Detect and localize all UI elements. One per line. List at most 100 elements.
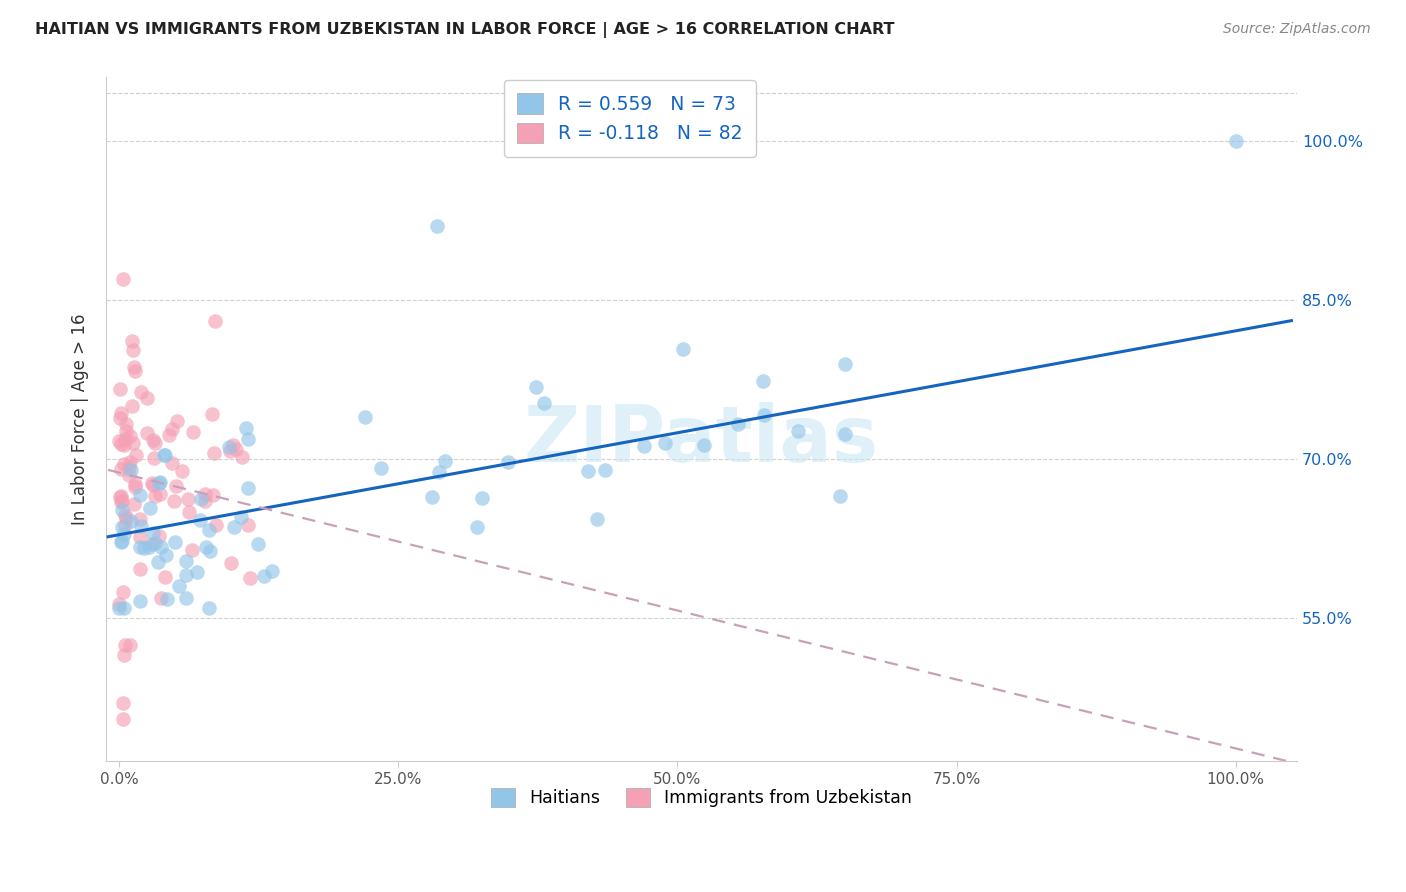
- Text: Source: ZipAtlas.com: Source: ZipAtlas.com: [1223, 22, 1371, 37]
- Point: [225, 442, 247, 456]
- Point: [149, 475, 172, 490]
- Point: [143, 490, 166, 504]
- Point: [834, 426, 856, 441]
- Point: [129, 594, 152, 608]
- Point: [122, 436, 145, 450]
- Point: [693, 438, 716, 452]
- Point: [129, 512, 152, 526]
- Point: [354, 409, 377, 424]
- Point: [124, 479, 146, 493]
- Point: [218, 440, 240, 454]
- Point: [121, 334, 143, 348]
- Point: [135, 425, 157, 440]
- Point: [128, 530, 150, 544]
- Point: [221, 556, 243, 570]
- Text: ZIPatlas: ZIPatlas: [524, 402, 879, 478]
- Point: [120, 463, 142, 477]
- Point: [174, 591, 197, 605]
- Point: [111, 712, 134, 726]
- Point: [110, 503, 132, 517]
- Point: [118, 460, 141, 475]
- Point: [174, 554, 197, 568]
- Point: [471, 491, 494, 506]
- Point: [155, 569, 177, 583]
- Point: [654, 435, 676, 450]
- Point: [586, 512, 609, 526]
- Point: [128, 541, 150, 555]
- Point: [114, 508, 136, 523]
- Point: [186, 566, 208, 580]
- Point: [165, 478, 187, 492]
- Point: [112, 458, 135, 472]
- Point: [142, 478, 165, 492]
- Point: [239, 571, 262, 585]
- Point: [138, 540, 160, 554]
- Legend: Haitians, Immigrants from Uzbekistan: Haitians, Immigrants from Uzbekistan: [484, 781, 920, 814]
- Point: [139, 500, 162, 515]
- Point: [1225, 134, 1247, 148]
- Point: [120, 514, 142, 528]
- Point: [727, 417, 749, 431]
- Point: [177, 491, 200, 506]
- Point: [165, 534, 187, 549]
- Point: [828, 489, 851, 503]
- Point: [146, 554, 169, 568]
- Point: [190, 491, 212, 506]
- Point: [122, 359, 145, 374]
- Point: [198, 523, 221, 537]
- Point: [253, 569, 276, 583]
- Point: [111, 272, 134, 286]
- Point: [110, 437, 132, 451]
- Point: [111, 585, 134, 599]
- Point: [420, 490, 443, 504]
- Point: [194, 494, 217, 508]
- Point: [110, 489, 132, 503]
- Point: [153, 448, 176, 462]
- Point: [114, 638, 136, 652]
- Point: [202, 446, 225, 460]
- Point: [533, 396, 555, 410]
- Point: [231, 450, 253, 465]
- Point: [204, 517, 226, 532]
- Point: [200, 544, 222, 558]
- Point: [148, 529, 170, 543]
- Point: [118, 468, 141, 483]
- Point: [162, 456, 184, 470]
- Point: [201, 407, 224, 421]
- Point: [121, 399, 143, 413]
- Point: [118, 455, 141, 469]
- Point: [110, 495, 132, 509]
- Point: [111, 493, 134, 508]
- Point: [231, 509, 253, 524]
- Point: [141, 476, 163, 491]
- Point: [370, 461, 392, 475]
- Point: [576, 464, 599, 478]
- Point: [124, 477, 146, 491]
- Point: [108, 382, 131, 396]
- Point: [247, 537, 270, 551]
- Point: [787, 425, 810, 439]
- Point: [114, 433, 136, 447]
- Point: [671, 342, 693, 356]
- Point: [142, 526, 165, 541]
- Point: [633, 439, 655, 453]
- Point: [110, 406, 132, 420]
- Point: [124, 364, 146, 378]
- Point: [150, 591, 173, 605]
- Point: [181, 542, 204, 557]
- Point: [112, 648, 135, 663]
- Point: [524, 379, 547, 393]
- Point: [111, 534, 134, 549]
- Point: [108, 434, 131, 448]
- Point: [195, 540, 218, 554]
- Point: [181, 425, 204, 440]
- Point: [174, 567, 197, 582]
- Point: [157, 428, 180, 442]
- Point: [108, 600, 131, 615]
- Point: [149, 541, 172, 555]
- Point: [121, 343, 143, 357]
- Point: [110, 411, 132, 425]
- Point: [163, 494, 186, 508]
- Point: [143, 451, 166, 466]
- Point: [111, 520, 134, 534]
